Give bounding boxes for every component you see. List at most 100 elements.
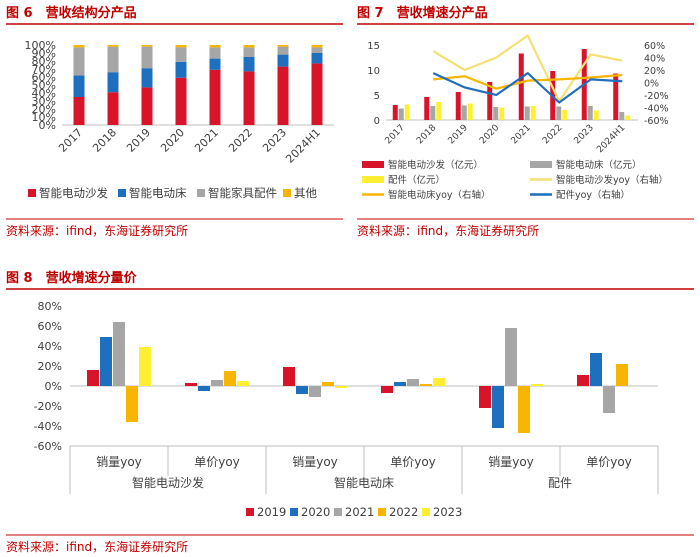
fig7-y2tick-label: -40% (644, 104, 669, 115)
fig6-bar-2-1 (107, 46, 119, 73)
fig8-subcategory-label: 销量yoy (96, 455, 142, 469)
fig6-bar-1-6 (277, 54, 289, 67)
fig7-xtick-label: 2024H1 (595, 123, 627, 155)
fig8-bar-3-1 (224, 371, 236, 386)
fig8-ytick-label: 80% (38, 300, 62, 313)
fig8-bar-0-5 (577, 375, 589, 386)
fig7-xtick-label: 2019 (447, 123, 470, 146)
fig7-y2tick-label: -60% (644, 116, 669, 127)
fig6-xtick-label: 2017 (56, 126, 85, 155)
fig7-legend-label: 智能电动沙发（亿元） (388, 159, 483, 171)
fig6-bar-2-0 (73, 47, 85, 76)
fig7-ytick-label: 5 (374, 91, 380, 102)
fig8-bar-2-2 (309, 386, 321, 397)
fig7-y2tick-label: 20% (644, 66, 665, 77)
fig6-ytick-label: 20% (32, 103, 56, 116)
fig8-legend-swatch (246, 508, 254, 516)
fig6-ytick-label: 50% (32, 79, 56, 92)
fig8-chart: -60% -40% -20% 0% 20% 40% 60% 80% 销量yoy 单价yoy 智能电动… (34, 300, 659, 519)
fig6-title: 图 6 营收结构分产品 (6, 5, 137, 21)
fig7-bar-1-5 (556, 106, 562, 120)
fig8-bar-4-0 (139, 347, 151, 386)
fig6-bar-3-5 (243, 45, 255, 48)
fig6-bar-3-0 (73, 45, 85, 48)
fig6-xtick-label: 2019 (124, 126, 153, 155)
fig8-legend-swatch (378, 508, 386, 516)
fig8-subcategory-label: 销量yoy (292, 455, 338, 469)
fig8-bar-0-0 (87, 370, 99, 386)
fig7-ytick-label: 10 (367, 66, 380, 77)
fig7-source: 资料来源：ifind，东海证券研究所 (357, 223, 539, 238)
fig7-xtick-label: 2018 (415, 123, 438, 146)
fig7-title: 图 7 营收增速分产品 (357, 5, 488, 21)
fig8-source: 资料来源：ifind，东海证券研究所 (6, 539, 188, 554)
fig7-bar-1-4 (524, 106, 530, 120)
fig7-legend-label: 智能电动床yoy（右轴） (388, 189, 491, 201)
fig8-legend-label: 2020 (301, 505, 330, 519)
fig7-y2tick-label: 60% (644, 41, 665, 52)
fig8-group-label: 配件 (548, 476, 572, 490)
fig6-bar-3-2 (141, 45, 153, 47)
fig8-ytick-label: 20% (38, 360, 62, 373)
fig7-legend-label: 配件（亿元） (388, 174, 445, 186)
fig8-title: 图 8 营收增速分量价 (6, 270, 138, 286)
fig8-bar-2-0 (113, 322, 125, 386)
fig7-bar-1-3 (493, 107, 499, 120)
fig8-bar-1-5 (590, 353, 602, 386)
fig7-bar-2-0 (404, 104, 410, 120)
fig7-bar-2-4 (530, 106, 536, 120)
fig6-xtick-label: 2023 (260, 126, 289, 155)
fig6-ytick-label: 60% (32, 71, 56, 84)
fig8-bar-4-1 (237, 381, 249, 386)
fig7-ytick-label: 15 (367, 41, 380, 52)
fig7-line-0 (432, 33, 623, 104)
fig7-legend-swatch (530, 161, 552, 168)
fig8-bar-4-3 (433, 378, 445, 386)
fig8-legend-label: 2023 (433, 505, 462, 519)
fig7-bar-2-7 (625, 115, 631, 120)
fig6-xtick-label: 2018 (90, 126, 119, 155)
fig6-legend-label: 智能电动沙发 (39, 186, 108, 200)
fig6-bar-2-7 (311, 47, 323, 53)
fig8-bar-3-5 (616, 364, 628, 386)
fig8-legend-swatch (290, 508, 298, 516)
fig7-ytick-label: 0 (374, 116, 380, 127)
fig8-ytick-label: -60% (34, 440, 62, 453)
fig7-bar-0-4 (518, 53, 524, 120)
fig6-bar-1-0 (73, 75, 85, 97)
fig7-line-2 (432, 71, 623, 104)
fig6-ytick-label: 90% (32, 47, 56, 60)
fig6-bar-0-1 (107, 92, 119, 125)
fig7-bar-0-2 (455, 92, 461, 120)
fig8-bar-1-3 (394, 382, 406, 386)
fig8-group-label: 智能电动床 (334, 475, 394, 490)
fig8-bar-0-1 (185, 383, 197, 386)
fig6-xtick-label: 2022 (226, 126, 255, 155)
fig8-ytick-label: -20% (34, 400, 62, 413)
fig7-bar-1-7 (619, 112, 625, 120)
fig6-bar-1-7 (311, 53, 323, 64)
fig6-legend-label: 智能家具配件 (208, 186, 277, 200)
fig6-bar-1-3 (175, 61, 187, 78)
fig6-xtick-label: 2021 (192, 126, 221, 155)
fig8-subcategory-label: 销量yoy (488, 455, 534, 469)
fig7-bar-2-2 (467, 103, 473, 120)
fig6-legend-swatch (197, 189, 205, 197)
fig7-bar-1-2 (461, 105, 467, 120)
fig8-bar-1-0 (100, 337, 112, 386)
fig6-legend-label: 其他 (294, 186, 317, 200)
fig7-bar-1-1 (430, 106, 436, 120)
fig6-bar-2-6 (277, 46, 289, 55)
fig7-bar-0-7 (613, 73, 619, 120)
fig8-bar-0-3 (381, 386, 393, 393)
fig8-legend-label: 2021 (345, 505, 374, 519)
fig6-bar-0-7 (311, 63, 323, 125)
fig6-chart: 0%10%20%30%40%50%60%70%80%90%100%2017 201… (25, 39, 334, 200)
fig8-legend-label: 2022 (389, 505, 418, 519)
fig8-bar-2-5 (603, 386, 615, 413)
fig7-y2tick-label: -20% (644, 91, 669, 102)
fig8-subcategory-label: 单价yoy (586, 455, 632, 469)
fig7-legend-swatch (362, 176, 384, 183)
fig6-bar-3-7 (311, 45, 323, 48)
fig8-bar-4-4 (531, 384, 543, 386)
